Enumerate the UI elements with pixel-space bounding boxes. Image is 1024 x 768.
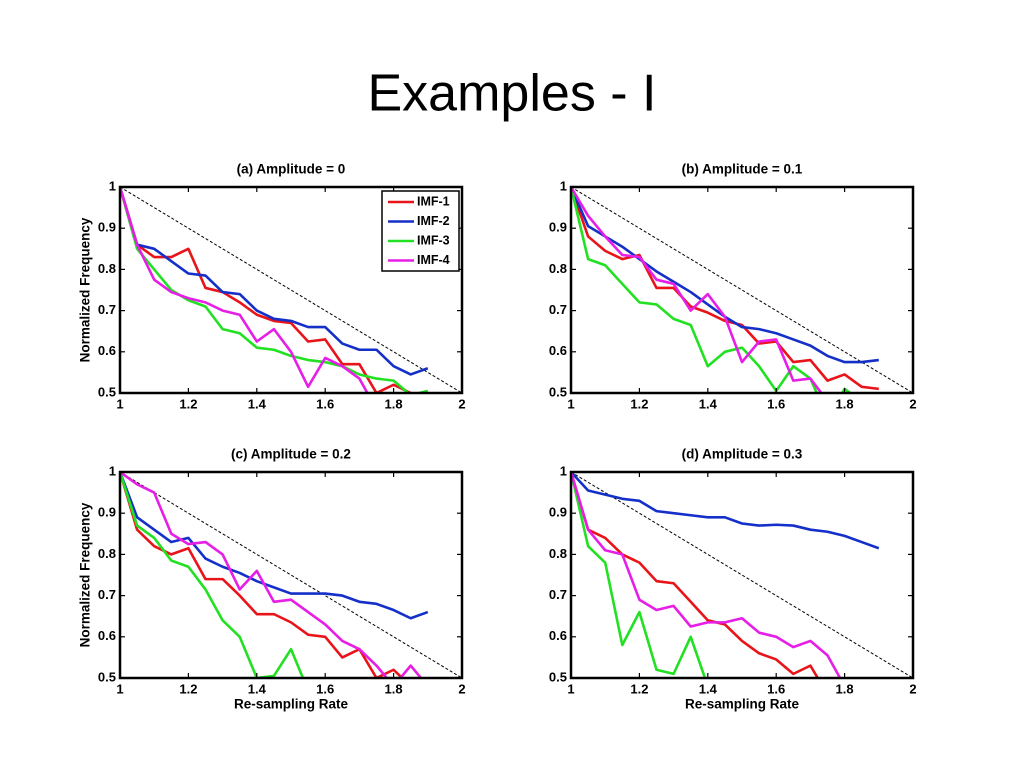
slide-title: Examples - I xyxy=(368,65,657,123)
x-tick-label: 1.2 xyxy=(179,396,197,411)
y-tick-label: 0.5 xyxy=(98,669,116,684)
plot-area xyxy=(571,472,913,678)
y-tick-label: 0.9 xyxy=(549,220,567,235)
y-tick-label: 0.6 xyxy=(549,343,567,358)
legend: IMF-1 IMF-2 IMF-3 IMF-4 xyxy=(381,190,460,272)
x-tick-label: 2 xyxy=(458,396,465,411)
lines xyxy=(120,187,429,393)
legend-label: IMF-3 xyxy=(417,233,450,247)
y-tick-label: 0.8 xyxy=(98,546,116,561)
y-tick-label: 0.5 xyxy=(549,384,567,399)
axes-frame xyxy=(569,470,915,680)
x-tick-label: 1.8 xyxy=(836,681,854,696)
series-line xyxy=(571,472,707,678)
x-tick-label: 1.8 xyxy=(385,396,403,411)
x-tick-label: 1.4 xyxy=(248,396,267,411)
reference-line xyxy=(119,471,463,679)
chart: 1 1.2 1.4 1.6 1.8 2 0.5 0.6 0.7 0.8 0.9 1 (c) Amplit… xyxy=(78,447,466,712)
axes-frame xyxy=(118,470,464,680)
series-line xyxy=(120,187,369,393)
y-tick-label: 0.6 xyxy=(549,628,567,643)
x-tick-label: 1.6 xyxy=(767,396,785,411)
series-line xyxy=(571,472,842,678)
reference-line xyxy=(119,186,463,394)
y-tick-label: 1 xyxy=(109,463,116,478)
series-line xyxy=(120,187,429,393)
x-tick-label: 2 xyxy=(909,681,916,696)
x-tick-label: 2 xyxy=(458,681,465,696)
chart-title: (d) Amplitude = 0.3 xyxy=(682,447,803,462)
reference-line xyxy=(570,186,914,394)
x-tick-label: 1 xyxy=(567,396,574,411)
series-line xyxy=(120,472,305,678)
axes-frame xyxy=(118,185,464,395)
y-tick-label: 0.9 xyxy=(98,505,116,520)
series-line xyxy=(120,187,413,393)
x-tick-label: 1 xyxy=(116,396,123,411)
chart-title: (a) Amplitude = 0 xyxy=(237,162,346,177)
x-tick-label: 1.6 xyxy=(767,681,785,696)
x-tick-label: 2 xyxy=(909,396,916,411)
y-tick-label: 0.5 xyxy=(549,669,567,684)
series-line xyxy=(120,472,429,620)
lines xyxy=(120,472,429,678)
y-tick-label: 0.8 xyxy=(549,261,567,276)
chart-title: (c) Amplitude = 0.2 xyxy=(231,447,351,462)
y-tick-label: 0.7 xyxy=(549,587,567,602)
y-tick-label: 1 xyxy=(109,178,116,193)
chart: 1 1.2 1.4 1.6 1.8 2 0.5 0.6 0.7 0.8 0.9 1 (d) Amplit… xyxy=(549,447,917,712)
series-line xyxy=(571,187,879,391)
reference-line xyxy=(570,471,914,679)
series-line xyxy=(120,187,429,376)
x-tick-label: 1 xyxy=(567,681,574,696)
y-tick-label: 1 xyxy=(560,178,567,193)
x-tick-label: 1.6 xyxy=(316,681,334,696)
series-line xyxy=(571,187,823,393)
x-tick-label: 1.2 xyxy=(630,681,648,696)
x-tick-label: 1.6 xyxy=(316,396,334,411)
series-line xyxy=(571,472,880,550)
y-tick-label: 0.6 xyxy=(98,343,116,358)
legend-box xyxy=(381,190,460,272)
series-line xyxy=(571,472,820,678)
axes-frame xyxy=(569,185,915,395)
x-axis-label: Re-sampling Rate xyxy=(234,697,349,712)
legend-label: IMF-2 xyxy=(417,214,450,228)
x-tick-label: 1.4 xyxy=(699,681,718,696)
y-axis-label: Normalized Frequency xyxy=(78,502,93,647)
legend-label: IMF-4 xyxy=(417,253,450,267)
x-tick-label: 1.8 xyxy=(836,396,854,411)
series-line xyxy=(120,472,423,678)
x-tick-label: 1.2 xyxy=(630,396,648,411)
y-tick-label: 1 xyxy=(560,463,567,478)
y-tick-label: 0.7 xyxy=(549,302,567,317)
series-line xyxy=(571,187,853,393)
y-tick-label: 0.5 xyxy=(98,384,116,399)
x-tick-label: 1.2 xyxy=(179,681,197,696)
y-tick-label: 0.9 xyxy=(98,220,116,235)
chart: 1 1.2 1.4 1.6 1.8 2 0.5 0.6 0.7 0.8 0.9 1 (b) Amplit… xyxy=(549,162,917,412)
lines xyxy=(571,187,879,393)
y-tick-label: 0.8 xyxy=(549,546,567,561)
y-tick-label: 0.8 xyxy=(98,261,116,276)
y-tick-label: 0.7 xyxy=(98,302,116,317)
legend-label: IMF-1 xyxy=(417,194,450,208)
x-tick-label: 1.4 xyxy=(699,396,718,411)
chart: 1 1.2 1.4 1.6 1.8 2 0.5 0.6 0.7 0.8 0.9 1 (a) Amplit… xyxy=(78,162,466,412)
chart-title: (b) Amplitude = 0.1 xyxy=(682,162,803,177)
y-axis-label: Normalized Frequency xyxy=(78,217,93,362)
y-tick-label: 0.6 xyxy=(98,628,116,643)
lines xyxy=(571,472,880,678)
y-tick-label: 0.7 xyxy=(98,587,116,602)
series-line xyxy=(120,472,405,678)
y-tick-label: 0.9 xyxy=(549,505,567,520)
x-tick-label: 1 xyxy=(116,681,123,696)
x-axis-label: Re-sampling Rate xyxy=(685,697,800,712)
x-tick-label: 1.4 xyxy=(248,681,267,696)
x-tick-label: 1.8 xyxy=(385,681,403,696)
